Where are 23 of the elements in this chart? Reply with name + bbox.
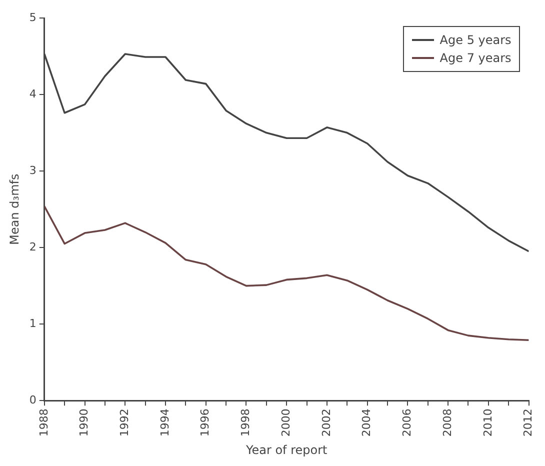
x-tick-label: 2004 (360, 408, 374, 437)
x-tick-label: 1996 (198, 408, 212, 437)
x-axis-title: Year of report (244, 442, 328, 457)
legend-label: Age 7 years (440, 50, 512, 67)
x-tick-label: 1992 (118, 408, 131, 437)
y-tick-label: 0 (29, 393, 36, 406)
y-tick-label: 1 (29, 316, 36, 330)
y-tick-label: 2 (29, 240, 36, 254)
y-axis-title: Mean d₃mfs (7, 174, 22, 245)
x-tick-label: 1998 (239, 408, 252, 437)
x-tick-label: 1988 (37, 408, 50, 437)
x-tick-label: 2006 (400, 408, 414, 437)
y-tick-label: 5 (29, 10, 36, 24)
x-tick-label: 2010 (481, 408, 494, 437)
x-tick-label: 1994 (158, 408, 172, 437)
x-tick-label: 2002 (320, 408, 333, 437)
x-tick-label: 2012 (522, 408, 535, 437)
x-tick-label: 1990 (78, 408, 91, 437)
legend-label: Age 5 years (440, 32, 512, 49)
x-tick-label: 2000 (279, 408, 292, 437)
y-tick-label: 3 (29, 164, 36, 177)
y-tick-label: 4 (29, 87, 36, 100)
x-tick-label: 2008 (440, 408, 454, 437)
